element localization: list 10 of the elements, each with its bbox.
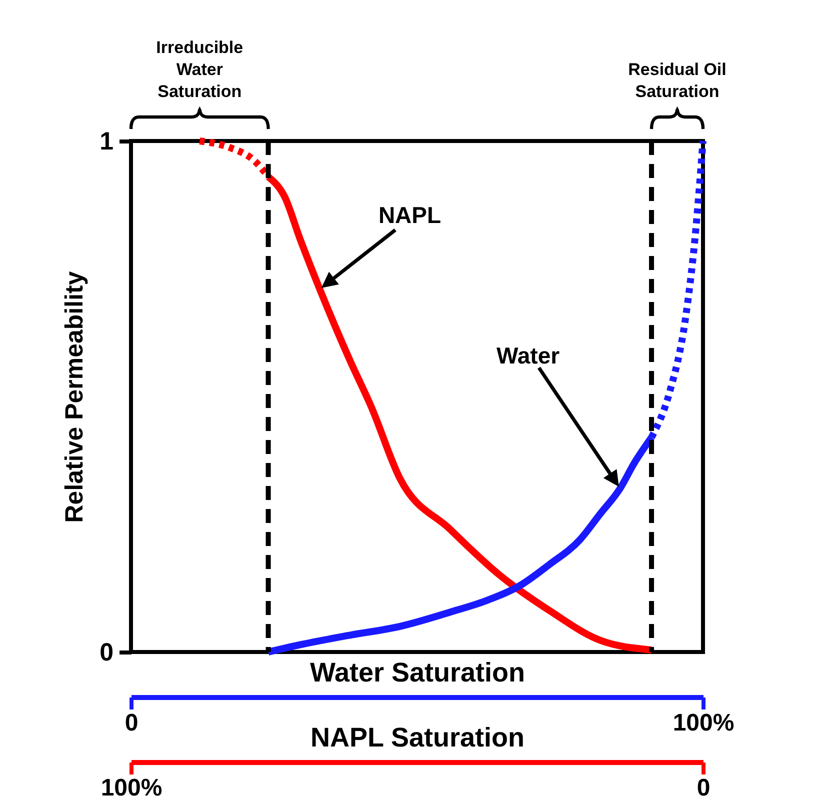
y-axis-title: Relative Permeability [60,271,89,523]
ref-line-label: Irreducible Water Saturation [156,38,244,101]
x-axis-title: Water Saturation [310,658,526,688]
y-tick-label: 1 [100,128,114,156]
annotation: Water [496,342,560,368]
x2-axis-title: NAPL Saturation [310,722,525,752]
x2-tick-label: 0 [696,774,710,802]
annotation: NAPL [378,202,442,228]
ref-line-label: Residual Oil Saturation [628,60,726,101]
x2-tick-label: 100% [100,774,162,802]
